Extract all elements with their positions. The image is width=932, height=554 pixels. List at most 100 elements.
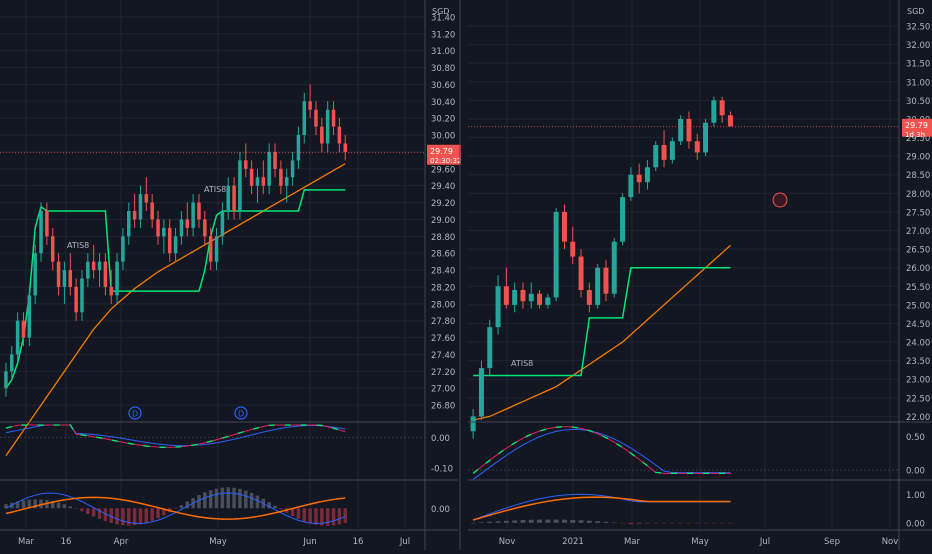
candle-body: [39, 211, 43, 254]
osc2-hist-bar: [570, 519, 576, 523]
y-tick-label: 29.60: [431, 165, 455, 175]
osc2-hist-bar: [653, 522, 659, 524]
candle-body: [162, 227, 166, 237]
y-tick-label: 28.20: [431, 283, 455, 293]
supertrend-line: [5, 189, 346, 389]
candle-body: [103, 261, 108, 287]
candle-body: [337, 126, 342, 144]
candle-body: [244, 160, 248, 169]
candle-body: [62, 270, 67, 287]
moving-average-line: [473, 244, 731, 421]
candle-body: [653, 145, 659, 168]
x-tick-label: Sep: [824, 537, 840, 547]
candle-body: [208, 236, 213, 262]
candle-body: [586, 290, 592, 305]
osc2-hist-bar: [220, 487, 225, 509]
candle-body: [267, 151, 271, 186]
candle-body: [50, 236, 55, 262]
x-tick-label: Mar: [18, 537, 35, 547]
last-price-badge: [902, 118, 932, 137]
y-tick-label: 29.50: [906, 134, 930, 144]
last-price-label: 29.79: [905, 121, 928, 130]
osc2-hist-bar: [127, 508, 131, 526]
candle-body: [138, 194, 143, 220]
y-tick-label: 30.20: [431, 115, 455, 125]
last-price-label: 29.79: [430, 147, 453, 156]
osc2-hist-bar: [545, 519, 551, 523]
y-tick-label: 24.00: [906, 339, 930, 349]
osc2-hist-bar: [86, 508, 90, 514]
candle-body: [115, 261, 119, 296]
y-tick-label: 31.00: [906, 78, 930, 88]
annotation-label: ATIS8: [511, 359, 533, 368]
osc2-hist-bar: [115, 508, 119, 525]
candle-body: [91, 261, 96, 271]
osc2-hist-bar: [719, 522, 725, 524]
panel-daily: 31.40 31.20 31.00 30.80 30.60 30.40 30.20 30.00…: [0, 0, 461, 547]
candle-body: [537, 293, 543, 305]
candle-body: [308, 101, 312, 110]
candle-body: [173, 236, 178, 254]
dividend-marker-icon: [234, 406, 248, 420]
last-price-badge: [427, 144, 461, 165]
osc2-hist-bar: [197, 495, 201, 509]
y-tick-label: 23.50: [906, 357, 930, 367]
y-tick-label: 27.00: [906, 227, 930, 237]
osc2-hist-bar: [503, 520, 509, 523]
osc2-hist-bar: [255, 495, 260, 509]
candle-body: [503, 286, 509, 305]
y-tick-label: 28.00: [906, 190, 930, 200]
candle-body: [595, 267, 601, 305]
candle-body: [694, 141, 700, 153]
panel-weekly: 32.5032.0031.5031.0030.5030.0029.5029.00…: [468, 0, 932, 547]
osc2-hist-bar: [162, 508, 166, 516]
candle-body: [331, 109, 336, 127]
y-tick-label: 28.50: [906, 171, 930, 181]
osc2-hist-bar: [302, 508, 307, 522]
osc2-hist-bar: [27, 499, 32, 509]
y-tick-label: 25.00: [906, 301, 930, 311]
candle-body: [302, 101, 307, 136]
candle-body: [727, 115, 733, 127]
osc2-hist-bar: [296, 508, 301, 519]
candle-body: [220, 211, 225, 237]
osc2-hist-bar: [214, 488, 219, 509]
candle-body: [290, 160, 295, 178]
osc2-tick-label: 0.00: [906, 519, 925, 529]
osc2-hist-bar: [314, 508, 318, 525]
osc2-hist-bar: [495, 521, 501, 523]
candle-body: [578, 256, 584, 291]
y-tick-label: 30.80: [431, 64, 455, 74]
candle-body: [255, 177, 260, 186]
candle-body: [56, 261, 61, 287]
osc2-hist-bar: [520, 520, 526, 523]
y-tick-label: 28.40: [431, 267, 455, 277]
candle-body: [711, 100, 717, 123]
dividend-marker-label: D: [238, 410, 244, 419]
annotation-label: ATIS8: [67, 241, 89, 250]
candle-body: [545, 297, 551, 305]
candle-body: [132, 211, 137, 220]
supertrend-line: [473, 266, 731, 377]
osc2-hist-bar: [68, 506, 73, 509]
osc2-hist-bar: [45, 500, 49, 509]
candle-body: [661, 145, 667, 160]
x-tick-label: Apr: [114, 537, 129, 547]
dividend-marker-icon: [128, 406, 142, 420]
candle-body: [296, 135, 301, 161]
candle-body: [620, 197, 626, 242]
osc2-hist-bar: [528, 519, 534, 523]
osc2-hist-bar: [185, 501, 190, 509]
candle-body: [478, 368, 484, 417]
candle-body: [512, 290, 518, 305]
osc2-hist-bar: [686, 522, 692, 524]
candle-body: [487, 327, 493, 369]
candle-body: [45, 211, 49, 237]
osc2-hist-bar: [62, 504, 67, 509]
candle-body: [249, 168, 254, 186]
annotation-label: ATIS8: [204, 185, 226, 194]
osc2-hist-bar: [537, 519, 543, 523]
countdown-label: 02:30:32: [430, 157, 461, 165]
osc2-hist-bar: [39, 499, 43, 509]
